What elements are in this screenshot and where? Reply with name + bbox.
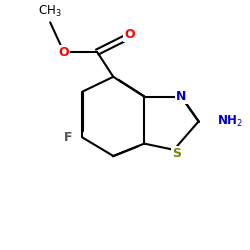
- Text: O: O: [124, 28, 135, 41]
- Text: NH$_2$: NH$_2$: [217, 114, 243, 129]
- Text: F: F: [64, 131, 72, 144]
- Text: O: O: [58, 46, 69, 59]
- Text: N: N: [176, 90, 186, 103]
- Text: CH$_3$: CH$_3$: [38, 4, 62, 19]
- Text: S: S: [172, 147, 181, 160]
